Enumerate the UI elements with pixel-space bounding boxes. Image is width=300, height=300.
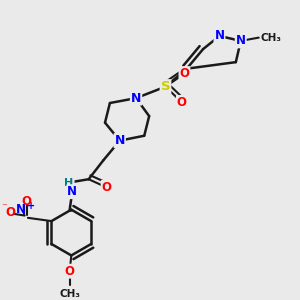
Text: N: N bbox=[131, 92, 141, 105]
Text: N: N bbox=[67, 185, 77, 198]
Text: O: O bbox=[21, 195, 31, 208]
Text: CH₃: CH₃ bbox=[59, 289, 80, 299]
Text: N: N bbox=[115, 134, 125, 147]
Text: N: N bbox=[16, 203, 26, 216]
Text: CH₃: CH₃ bbox=[260, 33, 281, 43]
Text: O: O bbox=[179, 67, 190, 80]
Text: O: O bbox=[5, 206, 15, 219]
Text: ⁻: ⁻ bbox=[2, 202, 7, 212]
Text: S: S bbox=[161, 80, 170, 93]
Text: O: O bbox=[102, 181, 112, 194]
Text: +: + bbox=[27, 201, 35, 211]
Text: N: N bbox=[236, 34, 246, 47]
Text: H: H bbox=[64, 178, 74, 188]
Text: O: O bbox=[177, 96, 187, 109]
Text: N: N bbox=[214, 29, 224, 43]
Text: O: O bbox=[65, 265, 75, 278]
